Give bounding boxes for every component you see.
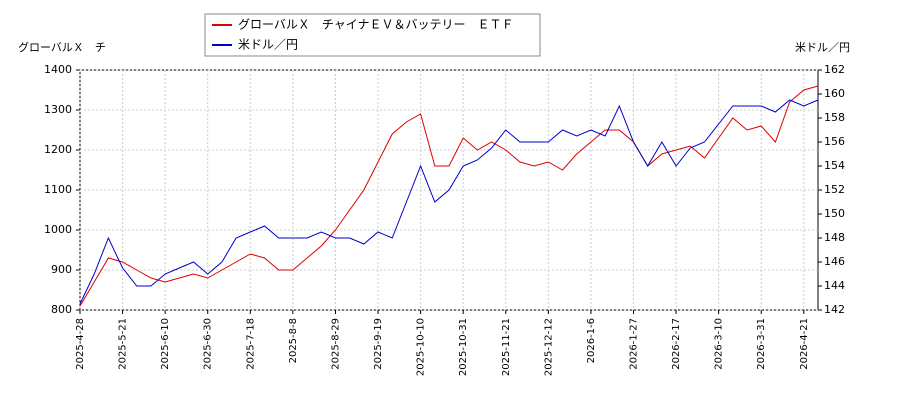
y2-tick-label: 160 [824,87,845,100]
x-tick-label: 2026-3-31 [756,318,767,370]
y2-tick-label: 144 [824,279,845,292]
legend-label: 米ドル／円 [238,38,298,52]
y2-tick-label: 158 [824,111,845,124]
x-tick-label: 2025-6-30 [203,318,214,370]
x-tick-label: 2026-2-17 [671,318,682,370]
y-tick-label: 1400 [44,63,72,76]
x-tick-label: 2025-5-21 [118,318,129,370]
y2-tick-label: 148 [824,231,845,244]
x-tick-label: 2026-1-27 [629,318,640,370]
x-tick-label: 2025-10-31 [458,318,469,376]
x-tick-label: 2026-4-21 [799,318,810,370]
y-tick-label: 900 [51,263,72,276]
legend-label: グローバルＸ チャイナＥＶ＆バッテリー ＥＴＦ [238,18,514,32]
y2-tick-label: 162 [824,63,845,76]
y2-axis-label: 米ドル／円 [795,41,850,54]
y2-tick-label: 146 [824,255,845,268]
legend-box [204,13,541,57]
x-tick-label: 2025-4-28 [75,318,86,370]
x-tick-label: 2025-6-10 [160,318,171,370]
y2-tick-label: 150 [824,207,845,220]
y-axis-label: グローバルＸ チ [18,40,106,54]
y-tick-label: 1100 [44,183,72,196]
x-tick-label: 2025-7-18 [245,318,256,370]
x-tick-label: 2026-3-10 [714,318,725,370]
y2-tick-label: 152 [824,183,845,196]
y-tick-label: 1300 [44,103,72,116]
y-tick-label: 1200 [44,143,72,156]
y-tick-label: 1000 [44,223,72,236]
y2-tick-label: 142 [824,303,845,316]
x-tick-label: 2025-10-10 [416,318,427,376]
x-tick-label: 2025-9-19 [373,318,384,370]
x-tick-label: 2026-1-6 [586,318,597,363]
series-line [79,85,819,307]
y2-tick-label: 154 [824,159,845,172]
x-tick-label: 2025-8-8 [288,318,299,363]
y-tick-label: 800 [51,303,72,316]
x-tick-label: 2025-12-12 [543,318,554,376]
series-line [79,99,819,305]
y2-tick-label: 156 [824,135,845,148]
x-tick-label: 2025-8-29 [330,318,341,370]
x-tick-label: 2025-11-21 [501,318,512,376]
